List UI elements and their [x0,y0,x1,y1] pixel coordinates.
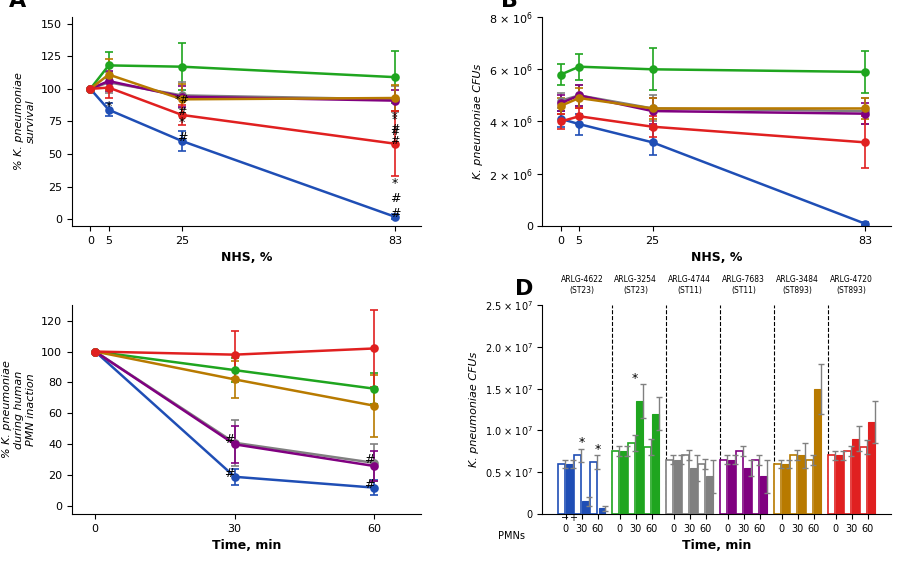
Bar [598,508,606,514]
Text: #: # [364,477,374,490]
Y-axis label: K. pneumoniae CFUs: K. pneumoniae CFUs [469,352,479,467]
Bar [852,439,860,514]
Bar [760,476,768,514]
Text: D: D [515,279,533,299]
Bar [814,389,821,514]
Bar [736,451,743,514]
Text: *
#
#: * # # [390,177,400,220]
Bar [798,456,806,514]
Bar [774,464,781,514]
Bar [698,464,706,514]
Bar [620,451,627,514]
Text: *
#
#: * # # [390,112,400,146]
Text: #: # [224,467,235,480]
Bar [636,401,644,514]
Bar [836,456,843,514]
Bar [828,456,835,514]
Text: *
#: * # [176,116,187,144]
Bar [666,460,673,514]
X-axis label: NHS, %: NHS, % [691,251,742,264]
Text: *: * [578,436,584,449]
Text: ARLG-4744
(ST11): ARLG-4744 (ST11) [669,275,711,295]
Bar [706,476,714,514]
Bar [860,447,867,514]
Text: *
#: * # [390,115,400,136]
Bar [558,464,565,514]
Bar [752,460,760,514]
Text: ARLG-3254
(ST23): ARLG-3254 (ST23) [615,275,657,295]
Bar [574,456,581,514]
Text: ARLG-7683
(ST11): ARLG-7683 (ST11) [723,275,765,295]
Bar [728,460,735,514]
Text: *: * [594,443,600,456]
Text: #: # [224,433,235,446]
Y-axis label: K. pneumoniae CFUs: K. pneumoniae CFUs [473,64,483,179]
Text: +: + [570,513,577,522]
Bar [806,460,814,514]
Text: *#
#: *# # [175,95,190,117]
Bar [690,468,698,514]
Bar [582,501,590,514]
Bar [590,462,598,514]
Bar [720,460,727,514]
Bar [868,422,875,514]
Text: #: # [364,453,374,466]
Text: A: A [9,0,26,11]
Bar [566,464,573,514]
Text: −: − [562,513,570,522]
Text: PMNs: PMNs [498,531,525,541]
Text: B: B [500,0,518,11]
Bar [674,460,681,514]
Bar [682,456,689,514]
X-axis label: Time, min: Time, min [212,539,281,552]
Text: *: * [105,100,112,112]
Text: ARLG-4622
(ST23): ARLG-4622 (ST23) [561,275,603,295]
Bar [744,468,752,514]
Bar [844,451,851,514]
X-axis label: NHS, %: NHS, % [220,251,272,264]
X-axis label: Time, min: Time, min [682,539,752,552]
Bar [628,443,635,514]
Text: ARLG-3484
(ST893): ARLG-3484 (ST893) [776,275,819,295]
Y-axis label: % K. pneumoniae
during human
PMN inaction: % K. pneumoniae during human PMN inactio… [3,361,36,459]
Bar [652,414,660,514]
Bar [644,447,652,514]
Y-axis label: % K. pneumoniae
survival: % K. pneumoniae survival [14,73,36,170]
Bar [612,451,619,514]
Bar [782,464,789,514]
Bar [790,456,797,514]
Text: ARLG-4720
(ST893): ARLG-4720 (ST893) [830,275,873,295]
Text: *: * [632,372,638,385]
